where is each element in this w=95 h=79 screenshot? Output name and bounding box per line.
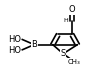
Text: CH₃: CH₃ (68, 59, 80, 65)
Text: O: O (68, 5, 75, 14)
Text: HO: HO (8, 35, 21, 44)
Text: S: S (61, 49, 66, 58)
Text: H: H (64, 18, 68, 23)
Text: HO: HO (8, 46, 21, 55)
Text: B: B (31, 40, 37, 49)
